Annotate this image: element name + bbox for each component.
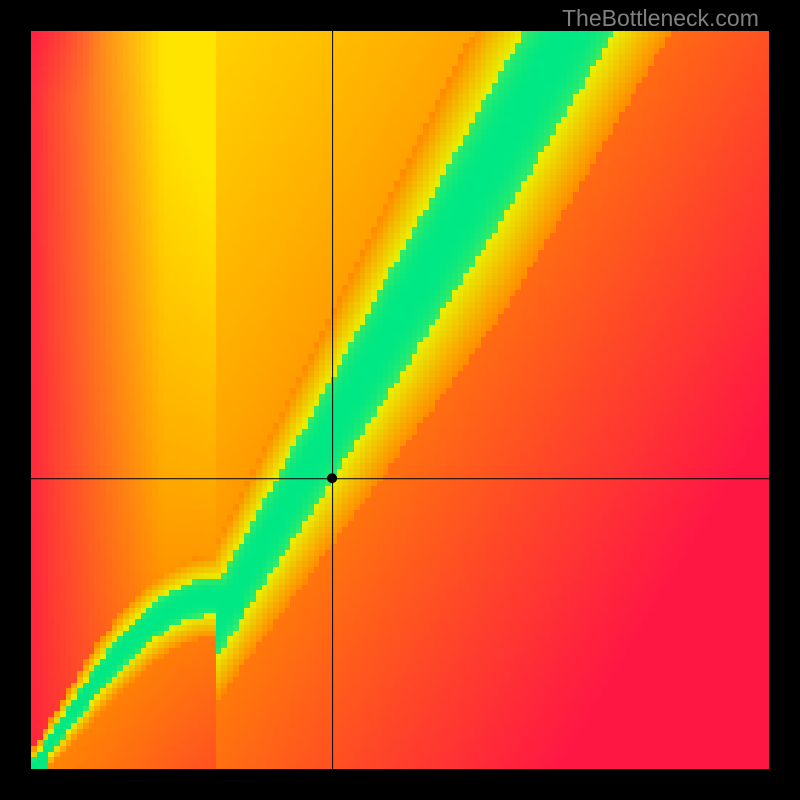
attribution-label: TheBottleneck.com xyxy=(562,5,759,32)
bottleneck-heatmap xyxy=(0,0,800,800)
